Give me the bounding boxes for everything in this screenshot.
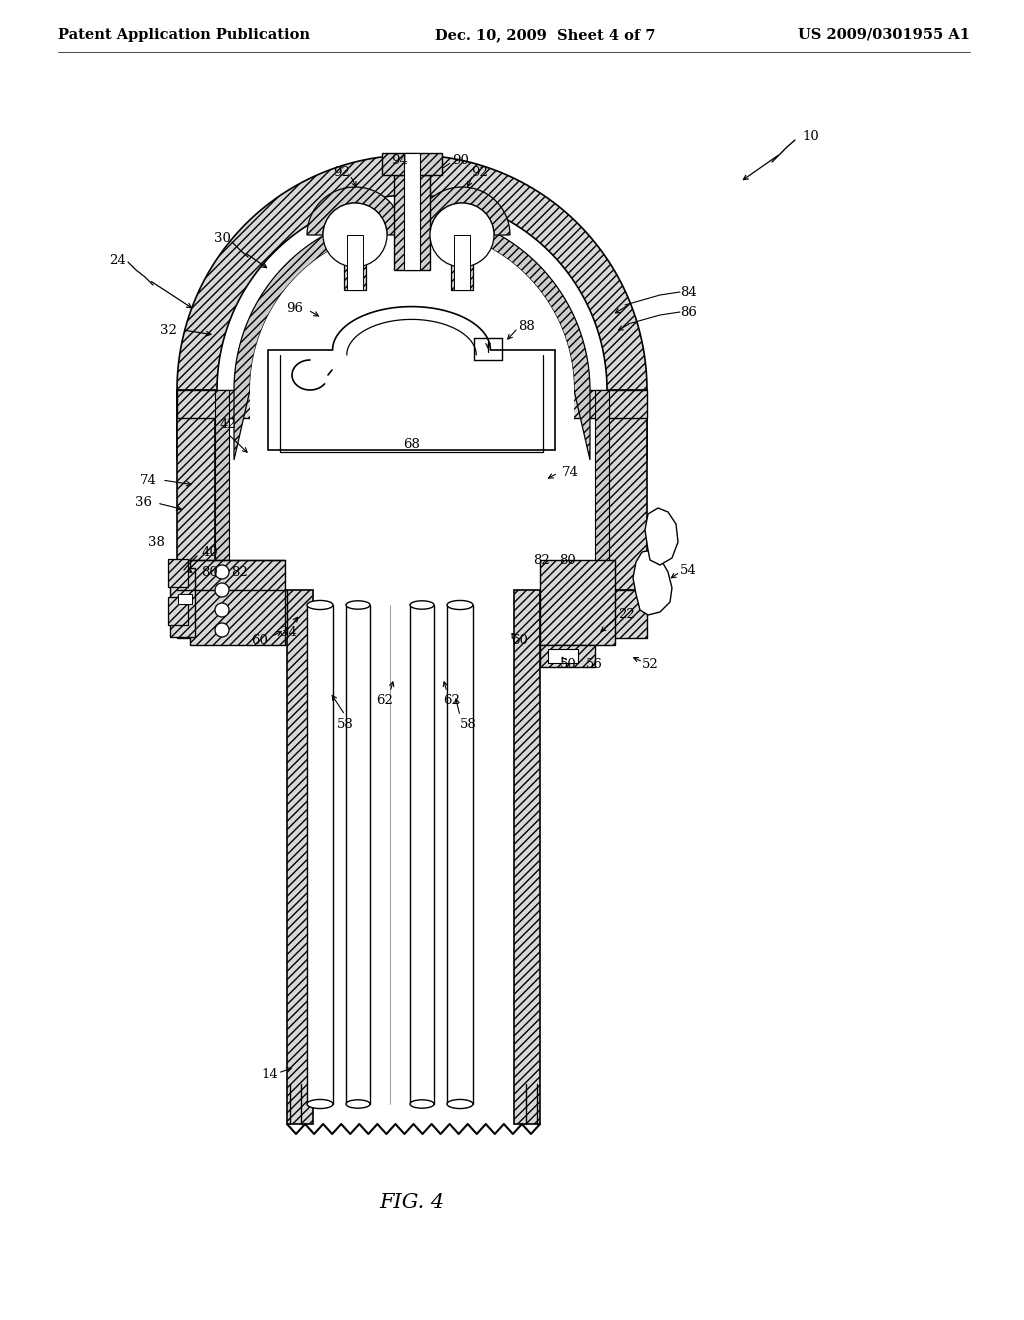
Circle shape bbox=[215, 603, 229, 616]
Text: 88: 88 bbox=[518, 321, 535, 334]
Polygon shape bbox=[268, 306, 555, 450]
Text: 96: 96 bbox=[287, 301, 303, 314]
Text: 36: 36 bbox=[134, 495, 152, 508]
Text: Patent Application Publication: Patent Application Publication bbox=[58, 28, 310, 42]
Text: 34: 34 bbox=[280, 626, 296, 639]
Text: 62: 62 bbox=[377, 693, 393, 706]
Text: 38: 38 bbox=[148, 536, 165, 549]
Bar bbox=[540, 645, 595, 667]
Circle shape bbox=[215, 623, 229, 638]
Bar bbox=[347, 235, 362, 290]
Text: Dec. 10, 2009  Sheet 4 of 7: Dec. 10, 2009 Sheet 4 of 7 bbox=[435, 28, 655, 42]
Text: 82: 82 bbox=[534, 553, 550, 566]
Bar bbox=[447, 605, 473, 1104]
Polygon shape bbox=[414, 187, 510, 235]
Text: 40: 40 bbox=[202, 545, 218, 558]
Text: 74: 74 bbox=[139, 474, 157, 487]
Circle shape bbox=[323, 203, 387, 267]
Bar bbox=[540, 560, 615, 645]
Text: 80: 80 bbox=[560, 553, 577, 566]
Polygon shape bbox=[633, 550, 672, 615]
Text: 14: 14 bbox=[261, 1068, 279, 1081]
Ellipse shape bbox=[447, 601, 473, 610]
Ellipse shape bbox=[346, 1100, 370, 1109]
Bar bbox=[451, 235, 473, 290]
Bar bbox=[344, 235, 366, 290]
Bar bbox=[178, 594, 193, 605]
Bar bbox=[307, 605, 333, 1104]
Circle shape bbox=[430, 203, 494, 267]
Polygon shape bbox=[250, 228, 574, 459]
Bar bbox=[595, 389, 609, 590]
Text: 32: 32 bbox=[160, 323, 176, 337]
Text: 82: 82 bbox=[231, 565, 249, 578]
Polygon shape bbox=[234, 213, 590, 459]
Polygon shape bbox=[645, 508, 678, 565]
Text: 74: 74 bbox=[561, 466, 579, 479]
Bar bbox=[177, 389, 215, 590]
Bar bbox=[454, 235, 470, 290]
Ellipse shape bbox=[346, 601, 370, 610]
Text: 42: 42 bbox=[219, 418, 237, 432]
Bar bbox=[548, 649, 578, 663]
Text: 92: 92 bbox=[334, 165, 350, 178]
Text: 62: 62 bbox=[443, 693, 461, 706]
Text: 52: 52 bbox=[642, 659, 658, 672]
Text: 22: 22 bbox=[618, 609, 635, 622]
Bar bbox=[168, 558, 188, 587]
Text: 10: 10 bbox=[802, 131, 819, 144]
Text: US 2009/0301955 A1: US 2009/0301955 A1 bbox=[798, 28, 970, 42]
Bar bbox=[346, 605, 370, 1104]
Ellipse shape bbox=[307, 601, 333, 610]
Bar bbox=[410, 605, 434, 1104]
Bar bbox=[177, 590, 287, 638]
Circle shape bbox=[215, 565, 229, 579]
Text: 50: 50 bbox=[560, 659, 577, 672]
Bar bbox=[404, 153, 420, 271]
Bar bbox=[609, 389, 647, 590]
Bar bbox=[382, 153, 442, 176]
Text: 68: 68 bbox=[403, 438, 421, 451]
Bar bbox=[394, 176, 430, 271]
Text: 54: 54 bbox=[680, 564, 696, 577]
Circle shape bbox=[215, 583, 229, 597]
Text: 92: 92 bbox=[472, 165, 488, 178]
Bar bbox=[168, 597, 188, 624]
Text: 30: 30 bbox=[214, 231, 230, 244]
Text: 80: 80 bbox=[202, 565, 218, 578]
Ellipse shape bbox=[307, 1100, 333, 1109]
Bar bbox=[190, 560, 285, 645]
Bar bbox=[170, 568, 195, 638]
Text: FIG. 4: FIG. 4 bbox=[380, 1192, 444, 1212]
Text: 58: 58 bbox=[460, 718, 476, 730]
Text: 60: 60 bbox=[512, 634, 528, 647]
Ellipse shape bbox=[410, 601, 434, 610]
Text: 56: 56 bbox=[586, 659, 602, 672]
Text: 58: 58 bbox=[337, 718, 353, 730]
Ellipse shape bbox=[447, 1100, 473, 1109]
Bar bbox=[215, 389, 229, 590]
Text: 60: 60 bbox=[252, 634, 268, 647]
Text: 90: 90 bbox=[452, 153, 469, 166]
Bar bbox=[540, 590, 647, 638]
Text: 84: 84 bbox=[680, 285, 696, 298]
Bar bbox=[514, 590, 540, 1125]
Polygon shape bbox=[307, 187, 403, 235]
Polygon shape bbox=[177, 154, 647, 459]
Ellipse shape bbox=[410, 1100, 434, 1109]
Text: 24: 24 bbox=[109, 253, 125, 267]
Bar bbox=[229, 418, 595, 590]
Bar bbox=[177, 389, 647, 418]
Bar bbox=[287, 590, 313, 1125]
Text: 94: 94 bbox=[391, 153, 409, 166]
Text: 86: 86 bbox=[680, 305, 697, 318]
